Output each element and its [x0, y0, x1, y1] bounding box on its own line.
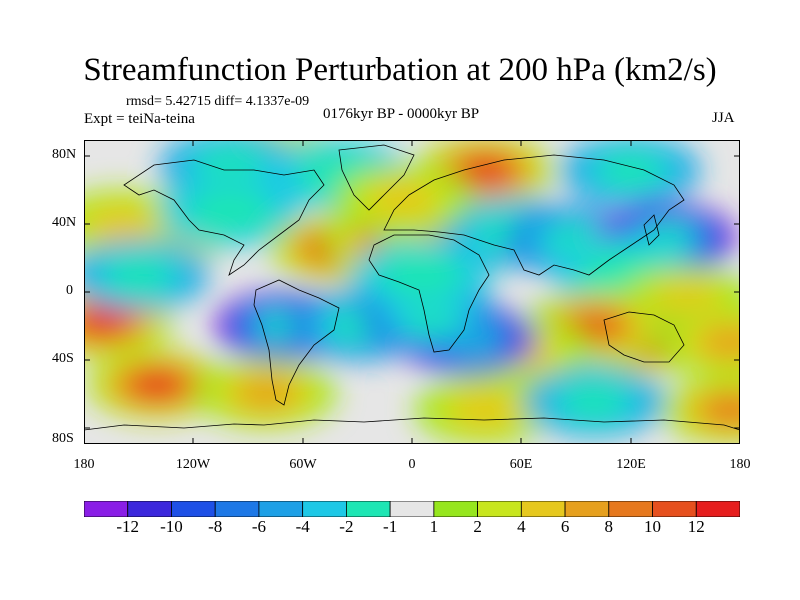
anomaly-contour	[450, 392, 520, 429]
colorbar-label: 2	[473, 517, 482, 536]
anomaly-cell	[660, 307, 740, 378]
colorbar-swatch	[608, 501, 653, 517]
anomaly-contour	[237, 378, 295, 409]
anomaly-contour	[184, 187, 275, 234]
anomaly-contour	[596, 152, 666, 189]
lon-label-180e: 180	[729, 457, 751, 472]
anomaly-contour	[85, 206, 156, 243]
colorbar-label: -1	[383, 517, 398, 536]
colorbar-label: 6	[560, 517, 570, 536]
map-ticks	[84, 140, 740, 444]
season-label: JJA	[712, 110, 735, 126]
colorbar-label: 8	[604, 517, 614, 536]
anomaly-cell	[332, 164, 473, 235]
anomaly-cell	[560, 140, 701, 206]
lon-label-120e: 120E	[616, 457, 646, 472]
experiment-label: Expt = teiNa-teina	[84, 111, 195, 127]
lon-label-60w: 60W	[289, 457, 317, 472]
coastlines	[84, 144, 740, 431]
colorbar-label: -6	[251, 517, 266, 536]
lat-label-40n: 40N	[52, 215, 77, 230]
colorbar-swatch	[127, 501, 172, 517]
colorbar-label: 12	[687, 517, 705, 536]
lat-label-80n: 80N	[52, 147, 77, 162]
lon-label-0: 0	[408, 457, 416, 472]
colorbar-swatch	[433, 501, 479, 517]
colorbar-swatch	[564, 501, 610, 517]
anomaly-contour	[375, 252, 467, 299]
colorbar-label: 4	[517, 517, 526, 536]
lon-label-60e: 60E	[509, 457, 533, 472]
colorbar-swatch	[214, 501, 260, 517]
colorbar-label: -10	[160, 517, 183, 536]
lat-label-equator: 0	[66, 283, 73, 298]
chart-title: Streamfunction Perturbation at 200 hPa (…	[83, 52, 717, 88]
colorbar-label: -12	[116, 517, 140, 536]
colorbar-swatch	[171, 501, 216, 517]
anomaly-cell	[84, 189, 191, 260]
colorbar-swatch	[695, 501, 740, 517]
anomaly-cell	[351, 240, 492, 311]
colorbar-swatch	[345, 501, 391, 517]
lat-label-80s: 80S	[52, 431, 74, 446]
colorbar-label: -8	[208, 517, 223, 536]
colorbar-swatch	[302, 501, 347, 517]
anomaly-cell	[84, 240, 209, 311]
colorbar-label: -2	[339, 517, 354, 536]
colorbar	[84, 501, 740, 517]
anomaly-cell	[86, 349, 227, 420]
anomaly-contour	[84, 311, 123, 334]
anomaly-contour	[136, 373, 178, 396]
lon-label-120w: 120W	[175, 457, 211, 472]
lon-label-180w: 180	[73, 457, 95, 472]
anomaly-cell	[159, 175, 300, 246]
colorbar-label: 10	[644, 517, 662, 536]
anomaly-contour	[464, 159, 506, 182]
colorbar-swatch	[520, 501, 566, 517]
lat-label-40s: 40S	[52, 351, 74, 366]
anomaly-cell	[196, 358, 337, 429]
anomaly-contour	[195, 147, 265, 184]
colorbar-swatch	[477, 501, 522, 517]
streamfunction-field	[84, 140, 740, 444]
period-label: 0176kyr BP - 0000kyr BP	[323, 106, 480, 122]
colorbar-swatch	[652, 501, 697, 517]
anomaly-contour	[702, 327, 740, 358]
anomaly-cell	[524, 366, 665, 437]
colorbar-swatch	[258, 501, 304, 517]
anomaly-contour	[705, 397, 740, 424]
anomaly-contour	[104, 257, 174, 293]
anomaly-contour	[368, 181, 438, 217]
colorbar-label: -4	[295, 517, 310, 536]
colorbar-label: 1	[429, 517, 439, 536]
rmsd-label: rmsd= 5.42715 diff= 4.1337e-09	[126, 94, 310, 109]
colorbar-swatch	[84, 501, 129, 517]
anomaly-contour	[559, 383, 629, 420]
colorbar-swatch	[389, 501, 435, 517]
world-map	[84, 140, 740, 444]
